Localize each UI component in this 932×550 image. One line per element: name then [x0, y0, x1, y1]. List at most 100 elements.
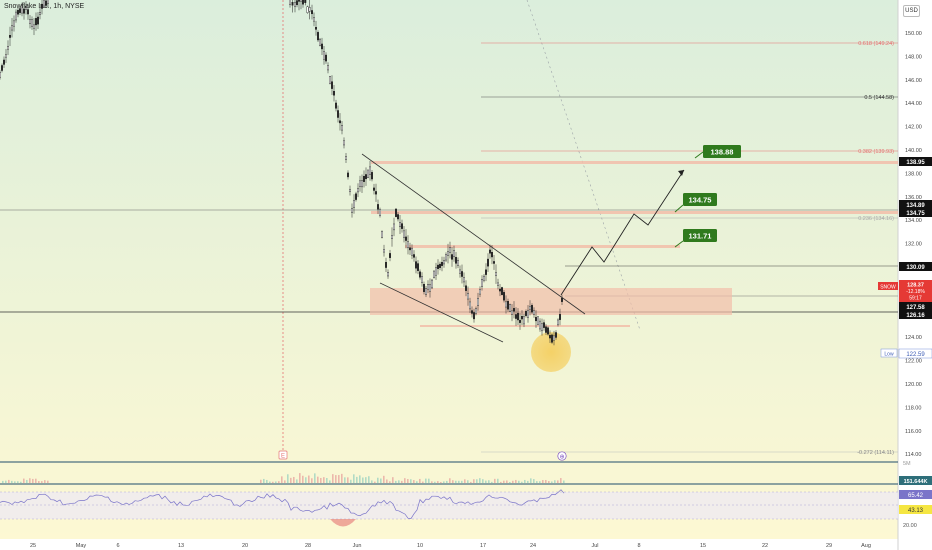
volume-bar — [383, 475, 385, 483]
fib-label-05: 0.5 (144.58) — [864, 95, 894, 101]
target-text-13888: 138.88 — [711, 148, 734, 157]
candle-body — [545, 326, 548, 333]
candle-body — [421, 276, 424, 283]
candle-body — [519, 319, 522, 323]
projected-path[interactable] — [560, 169, 685, 296]
volume-bar — [563, 480, 565, 483]
volume-bar — [524, 479, 526, 483]
tag-12616-text: 126.16 — [906, 313, 925, 319]
candle-body — [481, 279, 484, 287]
candle-body — [525, 311, 528, 316]
candle-body — [505, 301, 508, 308]
volume-bar — [545, 479, 547, 483]
price-tick-label: 124.00 — [905, 335, 922, 341]
candle-body — [475, 308, 478, 314]
volume-bar — [407, 479, 409, 483]
time-axis-panel[interactable] — [0, 539, 932, 550]
candle-body — [387, 272, 390, 277]
tag-12758-text: 127.58 — [906, 305, 925, 311]
volume-bar — [311, 478, 313, 483]
volume-bar — [557, 480, 559, 483]
candle-body — [457, 260, 460, 266]
price-tick-label: 150.00 — [905, 31, 922, 37]
candle-body — [37, 16, 40, 25]
split-marker[interactable]: ⊕ — [557, 451, 567, 461]
rsi-line — [0, 489, 565, 519]
candle-body — [337, 110, 340, 118]
volume-bar — [476, 479, 478, 483]
candle-body — [25, 5, 28, 10]
volume-bar — [500, 481, 502, 483]
candle-body — [321, 43, 324, 50]
volume-bar — [389, 481, 391, 483]
candle-body — [489, 249, 492, 254]
channel-upper-line[interactable] — [361, 153, 586, 315]
candle-body — [535, 317, 538, 322]
target-label-13475[interactable]: 134.75 — [674, 193, 717, 213]
volume-bar — [539, 481, 541, 483]
candle-body — [383, 249, 386, 253]
target-label-13888[interactable]: 138.88 — [694, 145, 741, 159]
volume-bar — [350, 479, 352, 483]
candle-body — [445, 254, 448, 261]
reversal-highlight-circle[interactable] — [531, 332, 571, 372]
currency-label[interactable]: USD — [903, 5, 920, 17]
low-tag: Low 122.59 — [880, 348, 932, 359]
candle-body — [413, 254, 416, 258]
volume-bar — [362, 477, 364, 483]
candle-body — [449, 247, 452, 253]
tag-13489: 134.89 — [899, 200, 932, 209]
volume-bar — [392, 477, 394, 483]
rsi-value-1: 65.42 — [908, 493, 924, 499]
channel-lower-line[interactable] — [379, 282, 504, 343]
candle-body — [483, 275, 486, 281]
snow-label: SNOW — [880, 284, 896, 290]
volume-bar — [332, 474, 334, 483]
volume-bar — [347, 477, 349, 483]
price-tick-label: 148.00 — [905, 54, 922, 60]
volume-bar — [527, 480, 529, 483]
volume-bar — [488, 480, 490, 483]
candle-body — [433, 270, 436, 278]
candle-body — [451, 254, 454, 260]
candle-body — [491, 252, 494, 258]
candle-body — [471, 310, 474, 314]
price-tick-label: 122.00 — [905, 359, 922, 365]
target-label-13171[interactable]: 131.71 — [674, 229, 717, 248]
time-tick-label: 17 — [480, 543, 486, 549]
candle-body — [549, 335, 552, 339]
time-tick-label: 15 — [700, 543, 706, 549]
target-text-13171: 131.71 — [689, 232, 712, 241]
candle-body — [391, 235, 394, 239]
fib-label-m0272: -0.272 (114.11) — [857, 450, 894, 456]
tag-13009-text: 130.09 — [906, 265, 925, 271]
volume-bar — [323, 477, 325, 483]
symbol-title[interactable]: Snowflake Inc., 1h, NYSE — [4, 3, 85, 10]
candle-body — [325, 54, 328, 62]
volume-bar — [296, 479, 298, 483]
candle-body — [319, 38, 322, 46]
volume-bar — [269, 481, 271, 483]
candle-body — [367, 169, 370, 179]
volume-bar — [440, 481, 442, 483]
candle-body — [3, 59, 6, 65]
candle-body — [329, 75, 332, 85]
fib-label-0382: 0.382 (139.93) — [858, 149, 894, 155]
volume-bar — [2, 480, 4, 483]
candle-body — [33, 24, 36, 29]
earnings-marker[interactable]: E — [278, 450, 288, 460]
candle-body — [485, 269, 488, 275]
candle-body — [313, 17, 316, 22]
candle-body — [47, 0, 50, 4]
candle-body — [35, 18, 38, 26]
demand-zone[interactable] — [370, 288, 732, 315]
candle-body — [361, 180, 364, 188]
volume-bar — [446, 480, 448, 483]
volume-bar — [533, 479, 535, 483]
candle-body — [359, 180, 362, 187]
volume-bar — [455, 480, 457, 483]
rsi-value-tag-1: 65.42 — [899, 490, 932, 499]
time-tick-label: 24 — [530, 543, 536, 549]
candle-body — [507, 301, 510, 310]
